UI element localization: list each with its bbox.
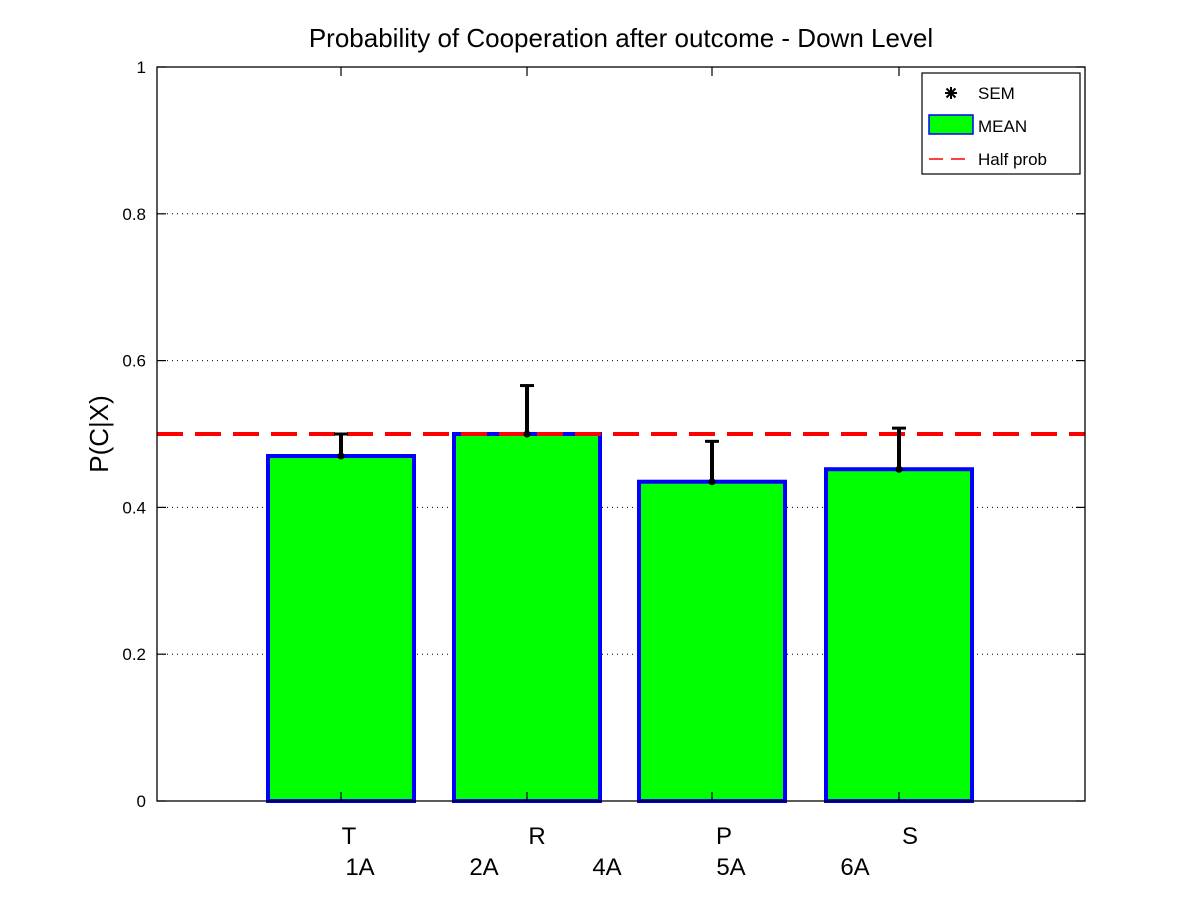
legend-sem-marker bbox=[945, 87, 957, 99]
y-tick-labels: 0 0.2 0.4 0.6 0.8 1 bbox=[122, 58, 146, 811]
legend-entry-mean: MEAN bbox=[928, 114, 1027, 136]
axes-frame bbox=[156, 66, 1086, 802]
y-tick-label-3: 0.6 bbox=[122, 352, 146, 371]
x-secondary-label-2A: 2A bbox=[469, 854, 498, 881]
y-tick-label-2: 0.4 bbox=[122, 498, 146, 517]
y-tick-label-1: 0.2 bbox=[122, 645, 146, 664]
bar-R bbox=[452, 432, 602, 803]
legend-entry-half-prob: Half prob bbox=[929, 150, 1047, 169]
error-bar-P bbox=[705, 439, 719, 486]
x-category-label-T: T bbox=[342, 823, 357, 850]
x-tick-labels: T R P S 1A 2A 4A 5A 6A bbox=[342, 823, 918, 881]
bar-T bbox=[266, 454, 416, 803]
legend-entry-sem: SEM bbox=[945, 84, 1015, 103]
x-secondary-label-1A: 1A bbox=[345, 854, 374, 881]
y-tick-label-5: 1 bbox=[137, 58, 146, 77]
error-bars bbox=[334, 384, 906, 486]
x-secondary-label-4A: 4A bbox=[592, 854, 621, 881]
y-tick-label-4: 0.8 bbox=[122, 205, 146, 224]
error-bar-T bbox=[334, 432, 348, 460]
x-category-label-R: R bbox=[528, 823, 545, 850]
bar-S bbox=[824, 467, 974, 803]
chart-title: Probability of Cooperation after outcome… bbox=[309, 23, 933, 53]
legend-half-prob-label: Half prob bbox=[978, 150, 1047, 169]
sem-marker-S bbox=[895, 465, 903, 473]
sem-marker-R bbox=[523, 430, 531, 438]
x-category-label-P: P bbox=[716, 823, 732, 850]
error-bar-S bbox=[892, 426, 906, 473]
legend-mean-label: MEAN bbox=[978, 117, 1027, 136]
sem-marker-P bbox=[708, 478, 716, 486]
y-tick-label-0: 0 bbox=[137, 792, 146, 811]
bar-P bbox=[637, 479, 787, 803]
axes-box bbox=[156, 66, 1086, 802]
sem-marker-T bbox=[337, 452, 345, 460]
x-secondary-label-6A: 6A bbox=[840, 854, 869, 881]
legend: SEM MEAN Half prob bbox=[921, 72, 1081, 175]
error-bar-R bbox=[520, 384, 534, 438]
legend-sem-label: SEM bbox=[978, 84, 1015, 103]
x-category-label-S: S bbox=[902, 823, 918, 850]
bars bbox=[266, 432, 974, 803]
legend-mean-swatch bbox=[928, 114, 974, 135]
y-axis-label: P(C|X) bbox=[84, 395, 114, 473]
x-secondary-label-5A: 5A bbox=[716, 854, 745, 881]
